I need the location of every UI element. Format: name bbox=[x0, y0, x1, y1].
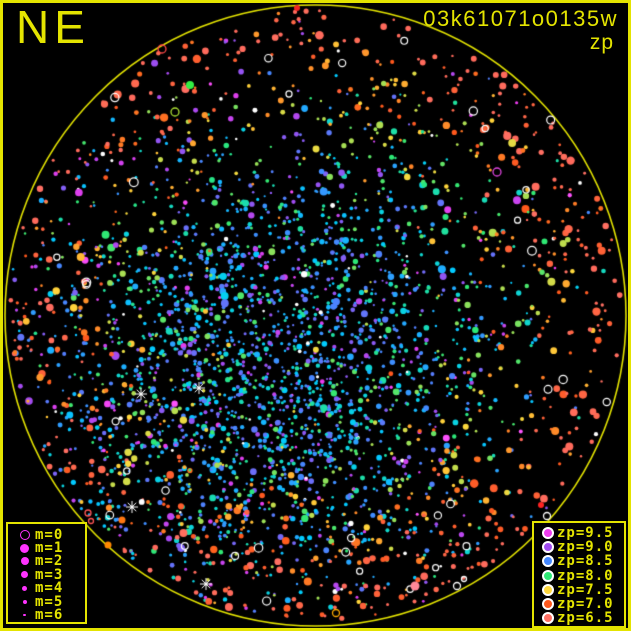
magnitude-legend-row-2: m=2 bbox=[14, 553, 85, 570]
magnitude-legend-label: m=6 bbox=[35, 607, 64, 624]
magnitude-legend-row-1: m=1 bbox=[14, 540, 85, 557]
magnitude-legend-row-5: m=5 bbox=[14, 593, 85, 610]
marker-cell bbox=[14, 543, 35, 553]
zeropoint-color-marker bbox=[541, 598, 554, 611]
magnitude-legend-label: m=2 bbox=[35, 553, 64, 570]
zeropoint-color-marker bbox=[541, 612, 554, 625]
zeropoint-legend-row-6: zp=6.5 bbox=[538, 611, 624, 625]
marker-cell bbox=[538, 541, 557, 554]
magnitude-legend-row-4: m=4 bbox=[14, 580, 85, 597]
filled-dot-marker bbox=[23, 613, 26, 617]
marker-cell bbox=[14, 585, 35, 591]
marker-cell bbox=[538, 527, 557, 540]
zeropoint-legend: zp=9.5 zp=9.0 zp=8.5 zp=8.0 zp=7.5 zp=7.0 zp=6… bbox=[532, 521, 626, 628]
marker-cell bbox=[538, 598, 557, 611]
filled-dot-marker bbox=[20, 557, 29, 566]
zeropoint-legend-label: zp=9.5 bbox=[557, 525, 614, 542]
zeropoint-color-marker bbox=[541, 583, 554, 596]
zeropoint-legend-row-2: zp=8.5 bbox=[538, 554, 624, 568]
zeropoint-color-marker bbox=[541, 541, 554, 554]
marker-cell bbox=[538, 569, 557, 582]
magnitude-legend-label: m=4 bbox=[35, 580, 64, 597]
zeropoint-color-marker bbox=[541, 555, 554, 568]
marker-cell bbox=[14, 599, 35, 604]
zeropoint-legend-row-5: zp=7.0 bbox=[538, 597, 624, 611]
marker-cell bbox=[14, 557, 35, 566]
zeropoint-color-marker bbox=[541, 569, 554, 582]
zeropoint-legend-row-3: zp=8.0 bbox=[538, 569, 624, 583]
filled-dot-marker bbox=[21, 571, 28, 579]
magnitude-legend: m=0 m=1 m=2 m=3 m=4 m=5 m=6 bbox=[6, 522, 87, 624]
magnitude-legend-label: m=0 bbox=[35, 526, 64, 543]
zeropoint-legend-label: zp=8.0 bbox=[557, 567, 614, 584]
zeropoint-legend-label: zp=7.0 bbox=[557, 596, 614, 613]
colorbar-label: zp bbox=[589, 31, 614, 54]
zeropoint-legend-label: zp=8.5 bbox=[557, 553, 614, 570]
filled-dot-marker bbox=[22, 599, 27, 604]
marker-cell bbox=[14, 571, 35, 579]
marker-cell bbox=[538, 612, 557, 625]
orientation-label: NE bbox=[16, 1, 90, 53]
filled-dot-marker bbox=[20, 543, 29, 553]
magnitude-legend-label: m=5 bbox=[35, 593, 64, 610]
zeropoint-legend-row-0: zp=9.5 bbox=[538, 526, 624, 540]
marker-cell bbox=[538, 555, 557, 568]
marker-cell bbox=[14, 613, 35, 617]
zeropoint-color-marker bbox=[541, 527, 554, 540]
filled-dot-marker bbox=[22, 585, 27, 591]
magnitude-legend-row-6: m=6 bbox=[14, 607, 85, 624]
zeropoint-legend-label: zp=6.5 bbox=[557, 610, 614, 627]
zeropoint-legend-row-1: zp=9.0 bbox=[538, 540, 624, 554]
zeropoint-legend-label: zp=7.5 bbox=[557, 581, 614, 598]
zeropoint-legend-row-4: zp=7.5 bbox=[538, 583, 624, 597]
marker-cell bbox=[14, 529, 35, 540]
zeropoint-legend-label: zp=9.0 bbox=[557, 539, 614, 556]
marker-cell bbox=[538, 583, 557, 596]
magnitude-legend-label: m=1 bbox=[35, 540, 64, 557]
magnitude-legend-label: m=3 bbox=[35, 566, 64, 583]
magnitude-legend-row-3: m=3 bbox=[14, 566, 85, 583]
field-title: 03k61071o0135w bbox=[423, 6, 618, 31]
magnitude-legend-row-0: m=0 bbox=[14, 526, 85, 543]
open-circle-marker bbox=[19, 529, 30, 540]
